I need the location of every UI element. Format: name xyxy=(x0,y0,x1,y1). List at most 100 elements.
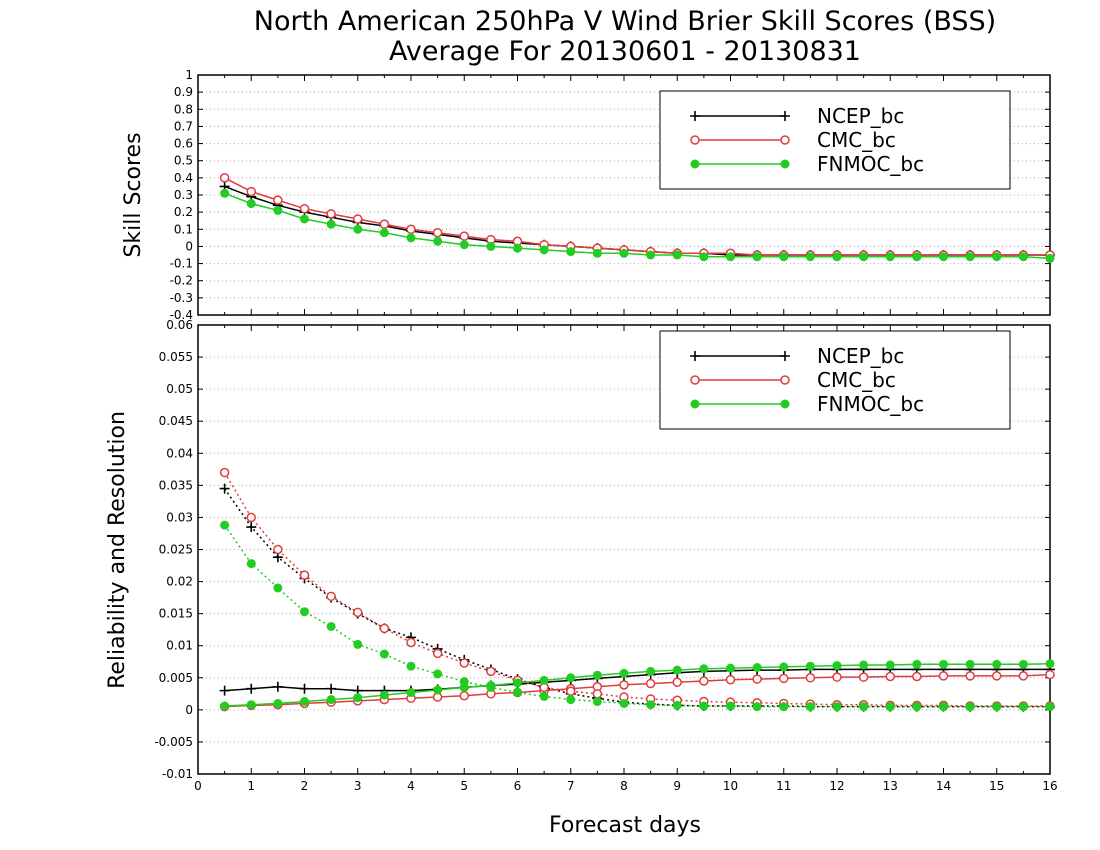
data-point-FNMOC_bc-resolution xyxy=(273,583,283,593)
data-point-CMC_bc-reliability xyxy=(779,673,789,684)
data-point-FNMOC_bc xyxy=(619,248,629,258)
data-point-CMC_bc-reliability xyxy=(645,678,656,689)
data-point-FNMOC_bc-reliability xyxy=(300,697,309,707)
data-point-FNMOC_bc xyxy=(273,205,283,215)
data-point-CMC_bc-resolution xyxy=(459,658,469,668)
data-point-FNMOC_bc xyxy=(246,199,256,209)
data-point-FNMOC_bc-resolution xyxy=(379,649,389,659)
data-point-FNMOC_bc-reliability xyxy=(939,659,948,669)
data-point-FNMOC_bc-reliability xyxy=(752,663,762,673)
x-tick-label: 5 xyxy=(460,779,468,793)
data-point-FNMOC_bc xyxy=(566,247,576,257)
data-point-CMC_bc-resolution xyxy=(566,686,576,697)
data-point-FNMOC_bc-resolution xyxy=(699,701,709,711)
y-tick-label: 0.05 xyxy=(166,382,193,396)
data-point-FNMOC_bc-resolution xyxy=(353,639,363,649)
data-point-FNMOC_bc xyxy=(885,252,895,262)
series-line-CMC_bc-resolution xyxy=(223,472,1050,707)
data-point-CMC_bc-reliability xyxy=(885,671,895,682)
legend-label-FNMOC_bc: FNMOC_bc xyxy=(817,392,924,416)
reliability-resolution-panel: -0.01 -0.005 0 0.005 0.01 0.015 0.02 0.025 0.03 0… xyxy=(154,318,1057,793)
data-point-CMC_bc-resolution xyxy=(326,591,336,602)
y-tick-label: 0.03 xyxy=(166,510,193,524)
y-tick-label: 0.035 xyxy=(159,478,193,492)
data-point-FNMOC_bc xyxy=(406,233,416,243)
data-point-CMC_bc-resolution xyxy=(379,623,390,634)
data-point-FNMOC_bc-resolution xyxy=(992,702,1002,712)
data-point-FNMOC_bc xyxy=(779,252,789,262)
y-tick-label: 1 xyxy=(185,68,193,82)
data-point-FNMOC_bc-reliability xyxy=(859,660,869,670)
data-point-FNMOC_bc-resolution xyxy=(486,682,496,692)
y-tick-label: -0.4 xyxy=(170,308,193,322)
legend-marker-NCEP_bc xyxy=(690,111,700,121)
skill-score-panel: -0.4 -0.3 -0.2 -0.1 0 0.1 0.2 0.3 0.4 0.5 0.6 0.7 0.… xyxy=(170,68,1055,322)
x-tick-label: 2 xyxy=(301,779,309,793)
legend-marker-CMC_bc xyxy=(780,375,790,385)
data-point-FNMOC_bc-resolution xyxy=(619,698,629,708)
data-point-FNMOC_bc-resolution xyxy=(805,702,815,712)
x-tick-label: 16 xyxy=(1042,779,1057,793)
x-tick-label: 9 xyxy=(673,779,681,793)
x-tick-label: 8 xyxy=(620,779,628,793)
series-line-NCEP_bc-resolution xyxy=(223,488,1050,708)
data-point-FNMOC_bc-reliability xyxy=(726,663,735,673)
chart-title-line1: North American 250hPa V Wind Brier Skill… xyxy=(254,6,996,37)
data-point-FNMOC_bc xyxy=(1018,252,1028,262)
data-point-FNMOC_bc xyxy=(513,243,522,253)
data-point-FNMOC_bc-resolution xyxy=(832,702,842,712)
legend-label-CMC_bc: CMC_bc xyxy=(817,368,896,392)
y-tick-label: -0.2 xyxy=(170,274,193,288)
data-point-CMC_bc-resolution xyxy=(406,637,416,648)
data-point-FNMOC_bc-resolution xyxy=(939,702,948,712)
data-point-FNMOC_bc xyxy=(992,252,1002,262)
data-point-NCEP_bc-resolution xyxy=(246,522,257,533)
data-point-FNMOC_bc xyxy=(859,252,869,262)
legend-marker-NCEP_bc xyxy=(690,351,700,361)
data-point-FNMOC_bc xyxy=(300,214,309,224)
data-point-CMC_bc-resolution xyxy=(592,689,603,699)
data-point-CMC_bc-reliability xyxy=(725,674,736,685)
data-point-FNMOC_bc xyxy=(965,252,975,262)
data-point-FNMOC_bc xyxy=(379,228,389,238)
series-line-NCEP_bc xyxy=(224,185,1050,256)
data-point-FNMOC_bc-resolution xyxy=(965,702,975,712)
chart-title-line2: Average For 20130601 - 20130831 xyxy=(389,36,861,67)
data-point-CMC_bc xyxy=(432,227,443,238)
y-tick-label: 0 xyxy=(185,239,193,253)
data-point-CMC_bc-reliability xyxy=(938,671,949,681)
y-tick-label: 0.2 xyxy=(174,205,193,219)
top-y-axis-label: Skill Scores xyxy=(121,132,146,257)
data-point-CMC_bc xyxy=(326,209,336,219)
data-point-CMC_bc-resolution xyxy=(486,666,496,677)
data-point-FNMOC_bc-reliability xyxy=(246,700,256,710)
x-tick-label: 3 xyxy=(354,779,362,793)
data-point-FNMOC_bc-reliability xyxy=(992,659,1002,669)
data-point-CMC_bc-resolution xyxy=(353,607,363,618)
data-point-FNMOC_bc-reliability xyxy=(566,673,576,683)
data-point-FNMOC_bc-reliability xyxy=(619,668,629,678)
data-point-CMC_bc-reliability xyxy=(459,690,469,701)
data-point-CMC_bc-reliability xyxy=(1045,669,1055,680)
data-point-FNMOC_bc xyxy=(699,252,709,262)
data-point-FNMOC_bc-resolution xyxy=(433,669,443,679)
x-axis-label: Forecast days xyxy=(549,813,701,838)
data-point-FNMOC_bc-reliability xyxy=(433,685,443,695)
data-point-FNMOC_bc xyxy=(726,252,735,262)
y-tick-label: 0.7 xyxy=(174,119,193,133)
data-point-FNMOC_bc-reliability xyxy=(779,662,789,672)
data-point-CMC_bc-reliability xyxy=(1018,671,1029,681)
data-point-FNMOC_bc-resolution xyxy=(752,702,762,712)
data-point-FNMOC_bc-reliability xyxy=(379,690,389,700)
data-point-FNMOC_bc-reliability xyxy=(220,701,230,711)
y-tick-label: 0 xyxy=(185,703,193,717)
data-point-CMC_bc-resolution xyxy=(219,467,230,478)
x-tick-label: 1 xyxy=(247,779,255,793)
data-point-FNMOC_bc-reliability xyxy=(885,660,895,670)
data-point-FNMOC_bc-reliability xyxy=(699,664,709,674)
data-point-FNMOC_bc-resolution xyxy=(859,702,869,712)
data-point-CMC_bc xyxy=(459,231,469,241)
y-tick-label: -0.01 xyxy=(162,767,193,781)
data-point-CMC_bc-reliability xyxy=(805,673,816,683)
